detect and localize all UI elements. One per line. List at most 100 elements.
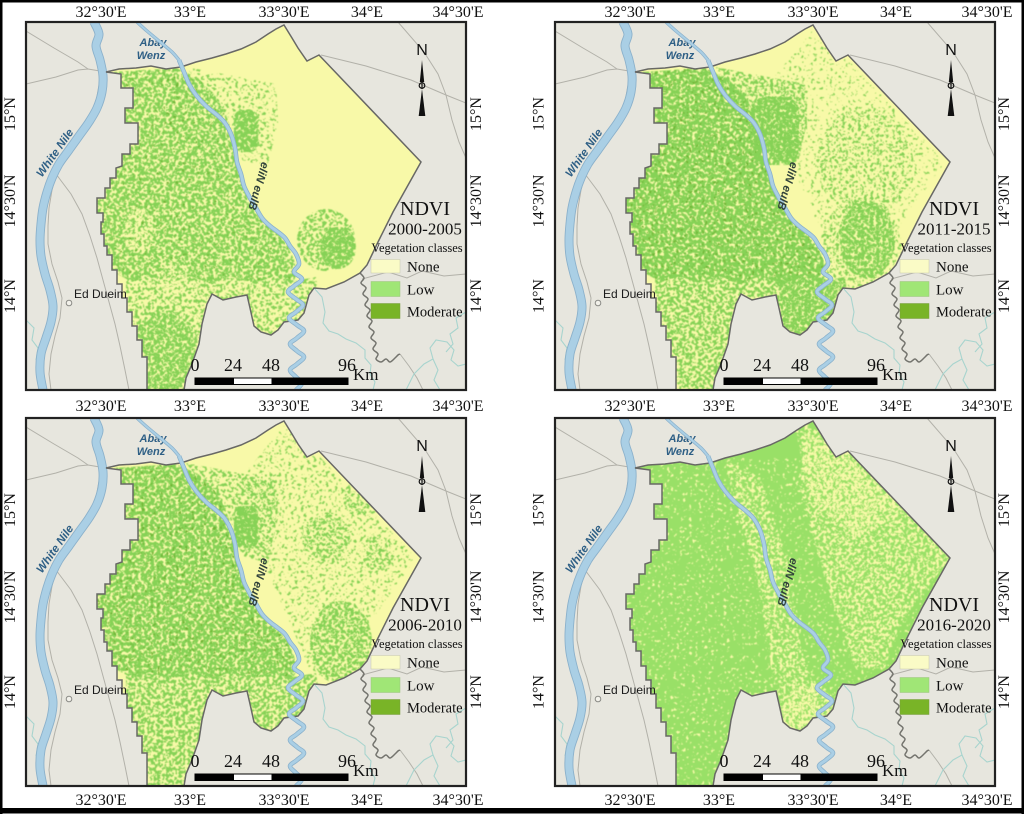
svg-text:14°30'N: 14°30'N	[531, 570, 548, 623]
svg-text:0: 0	[191, 751, 200, 771]
svg-text:34°E: 34°E	[880, 792, 912, 809]
svg-text:33°30'E: 33°30'E	[787, 792, 838, 809]
svg-text:Moderate: Moderate	[407, 305, 463, 321]
svg-text:96: 96	[867, 355, 885, 375]
svg-text:Km: Km	[882, 761, 908, 780]
svg-text:33°30'E: 33°30'E	[787, 398, 838, 415]
svg-text:2016-2020: 2016-2020	[917, 616, 991, 635]
svg-text:2011-2015: 2011-2015	[917, 220, 990, 239]
svg-text:None: None	[936, 260, 969, 276]
svg-text:Wenz: Wenz	[137, 446, 166, 458]
svg-text:15°N: 15°N	[996, 97, 1013, 131]
svg-text:14°30'N: 14°30'N	[2, 570, 19, 623]
svg-text:N: N	[416, 438, 428, 455]
svg-text:32°30'E: 32°30'E	[75, 4, 126, 21]
svg-text:15°N: 15°N	[2, 97, 19, 131]
svg-text:32°30'E: 32°30'E	[75, 792, 126, 809]
svg-text:Km: Km	[353, 365, 379, 384]
svg-text:Low: Low	[936, 283, 964, 299]
svg-text:96: 96	[338, 751, 356, 771]
svg-text:14°30'N: 14°30'N	[468, 174, 485, 227]
svg-text:24: 24	[753, 751, 771, 771]
svg-text:34°E: 34°E	[351, 792, 383, 809]
svg-text:34°E: 34°E	[880, 398, 912, 415]
svg-text:34°30'E: 34°30'E	[432, 4, 483, 21]
svg-text:14°N: 14°N	[996, 675, 1013, 709]
svg-text:Wenz: Wenz	[666, 446, 695, 458]
svg-text:32°30'E: 32°30'E	[604, 4, 655, 21]
svg-text:Vegetation classes: Vegetation classes	[371, 637, 462, 651]
svg-text:Km: Km	[882, 365, 908, 384]
svg-text:34°E: 34°E	[351, 4, 383, 21]
svg-text:33°30'E: 33°30'E	[258, 4, 309, 21]
svg-text:NDVI: NDVI	[929, 594, 979, 616]
svg-text:Low: Low	[936, 679, 964, 695]
svg-text:24: 24	[753, 355, 771, 375]
svg-text:24: 24	[224, 355, 242, 375]
svg-text:14°30'N: 14°30'N	[531, 174, 548, 227]
svg-text:14°30'N: 14°30'N	[996, 174, 1013, 227]
svg-text:34°30'E: 34°30'E	[432, 792, 483, 809]
svg-text:34°30'E: 34°30'E	[432, 398, 483, 415]
svg-text:2000-2005: 2000-2005	[388, 220, 462, 239]
svg-text:Km: Km	[353, 761, 379, 780]
svg-text:34°30'E: 34°30'E	[961, 4, 1012, 21]
svg-text:15°N: 15°N	[531, 493, 548, 527]
svg-text:33°E: 33°E	[703, 4, 735, 21]
svg-text:33°30'E: 33°30'E	[258, 398, 309, 415]
svg-text:96: 96	[867, 751, 885, 771]
svg-text:None: None	[936, 656, 969, 672]
svg-text:34°30'E: 34°30'E	[961, 792, 1012, 809]
svg-text:None: None	[407, 260, 440, 276]
svg-text:33°E: 33°E	[174, 792, 206, 809]
svg-text:48: 48	[262, 751, 280, 771]
svg-text:34°30'E: 34°30'E	[961, 398, 1012, 415]
svg-text:Low: Low	[407, 679, 435, 695]
svg-text:33°E: 33°E	[174, 4, 206, 21]
svg-text:N: N	[945, 438, 957, 455]
svg-text:15°N: 15°N	[468, 97, 485, 131]
svg-text:48: 48	[791, 751, 809, 771]
svg-text:32°30'E: 32°30'E	[75, 398, 126, 415]
svg-text:32°30'E: 32°30'E	[604, 792, 655, 809]
svg-text:34°E: 34°E	[351, 398, 383, 415]
svg-text:Ed Dueim: Ed Dueim	[603, 683, 656, 697]
svg-text:Moderate: Moderate	[407, 701, 463, 717]
svg-text:Vegetation classes: Vegetation classes	[900, 637, 991, 651]
svg-text:14°N: 14°N	[468, 279, 485, 313]
svg-text:Moderate: Moderate	[936, 701, 992, 717]
svg-text:Wenz: Wenz	[137, 50, 166, 62]
svg-text:24: 24	[224, 751, 242, 771]
svg-text:15°N: 15°N	[531, 97, 548, 131]
svg-text:Low: Low	[407, 283, 435, 299]
svg-text:NDVI: NDVI	[400, 198, 450, 220]
svg-text:33°E: 33°E	[174, 398, 206, 415]
svg-text:14°30'N: 14°30'N	[2, 174, 19, 227]
svg-text:48: 48	[791, 355, 809, 375]
svg-text:48: 48	[262, 355, 280, 375]
svg-text:14°N: 14°N	[996, 279, 1013, 313]
svg-text:34°E: 34°E	[880, 4, 912, 21]
svg-text:15°N: 15°N	[996, 493, 1013, 527]
svg-text:N: N	[416, 42, 428, 59]
svg-text:15°N: 15°N	[2, 493, 19, 527]
svg-text:Vegetation classes: Vegetation classes	[900, 241, 991, 255]
svg-text:14°30'N: 14°30'N	[996, 570, 1013, 623]
svg-text:Ed Dueim: Ed Dueim	[74, 683, 127, 697]
svg-text:33°30'E: 33°30'E	[787, 4, 838, 21]
svg-text:0: 0	[720, 751, 729, 771]
svg-text:Ed Dueim: Ed Dueim	[74, 287, 127, 301]
svg-text:Moderate: Moderate	[936, 305, 992, 321]
svg-text:14°30'N: 14°30'N	[468, 570, 485, 623]
svg-text:32°30'E: 32°30'E	[604, 398, 655, 415]
svg-text:Vegetation classes: Vegetation classes	[371, 241, 462, 255]
svg-text:Wenz: Wenz	[666, 50, 695, 62]
svg-text:15°N: 15°N	[468, 493, 485, 527]
svg-text:Ed Dueim: Ed Dueim	[603, 287, 656, 301]
svg-text:14°N: 14°N	[531, 675, 548, 709]
svg-text:0: 0	[191, 355, 200, 375]
svg-text:NDVI: NDVI	[400, 594, 450, 616]
svg-text:N: N	[945, 42, 957, 59]
svg-text:0: 0	[720, 355, 729, 375]
svg-text:14°N: 14°N	[2, 279, 19, 313]
